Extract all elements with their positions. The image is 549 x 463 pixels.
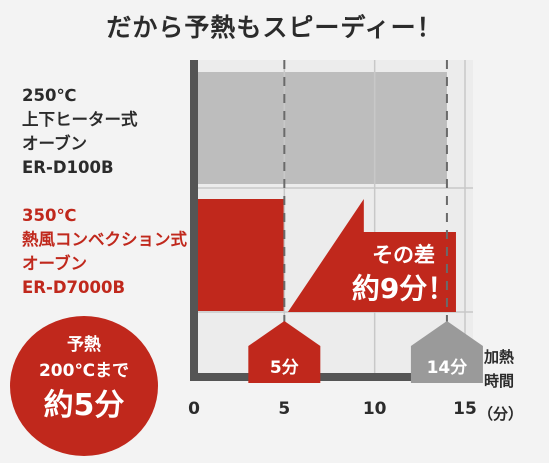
badge-line-2: 200℃まで bbox=[38, 361, 130, 381]
callout-line-1: その差 bbox=[372, 243, 435, 267]
oven-label-line: 熱風コンベクション式 bbox=[22, 230, 187, 249]
marker-flag bbox=[248, 321, 321, 383]
oven-label-line: オーブン bbox=[22, 254, 88, 273]
x-axis-title-line: （分） bbox=[478, 405, 524, 423]
oven-label-line: 上下ヒーター式 bbox=[22, 110, 138, 129]
oven-label-line: 250℃ bbox=[22, 86, 77, 105]
x-axis-title-line: 時間 bbox=[484, 372, 515, 390]
bar-convection bbox=[194, 199, 285, 311]
preheat-badge: 予熱 200℃まで 約5分 bbox=[10, 316, 158, 456]
oven-label-line: ER-D7000B bbox=[22, 278, 126, 297]
marker-label: 14分 bbox=[427, 358, 468, 378]
marker-label: 5分 bbox=[270, 358, 299, 378]
badge-line-1: 予熱 bbox=[67, 335, 101, 355]
oven-label-conventional: 250℃ 上下ヒーター式 オーブン ER-D100B bbox=[22, 84, 138, 180]
callout-line-2: 約9分！ bbox=[352, 272, 455, 305]
chart-title: だから予熱もスピーディー！ bbox=[106, 13, 443, 42]
oven-label-line: オーブン bbox=[22, 134, 88, 153]
badge-line-3: 約5分 bbox=[43, 388, 125, 423]
bar-conventional bbox=[194, 72, 447, 184]
x-tick-label: 5 bbox=[278, 399, 290, 419]
difference-callout bbox=[287, 199, 456, 312]
x-axis-title: 加熱 時間 （分） bbox=[478, 345, 538, 423]
oven-label-line: 350℃ bbox=[22, 206, 77, 225]
x-tick-label: 0 bbox=[188, 399, 200, 419]
marker-flag bbox=[410, 321, 483, 383]
x-tick-label: 10 bbox=[363, 399, 387, 419]
oven-label-convection: 350℃ 熱風コンベクション式 オーブン ER-D7000B bbox=[22, 204, 187, 300]
x-tick-label: 15 bbox=[453, 399, 477, 419]
oven-label-line: ER-D100B bbox=[22, 158, 114, 177]
x-axis-title-line: 加熱 bbox=[484, 348, 515, 366]
